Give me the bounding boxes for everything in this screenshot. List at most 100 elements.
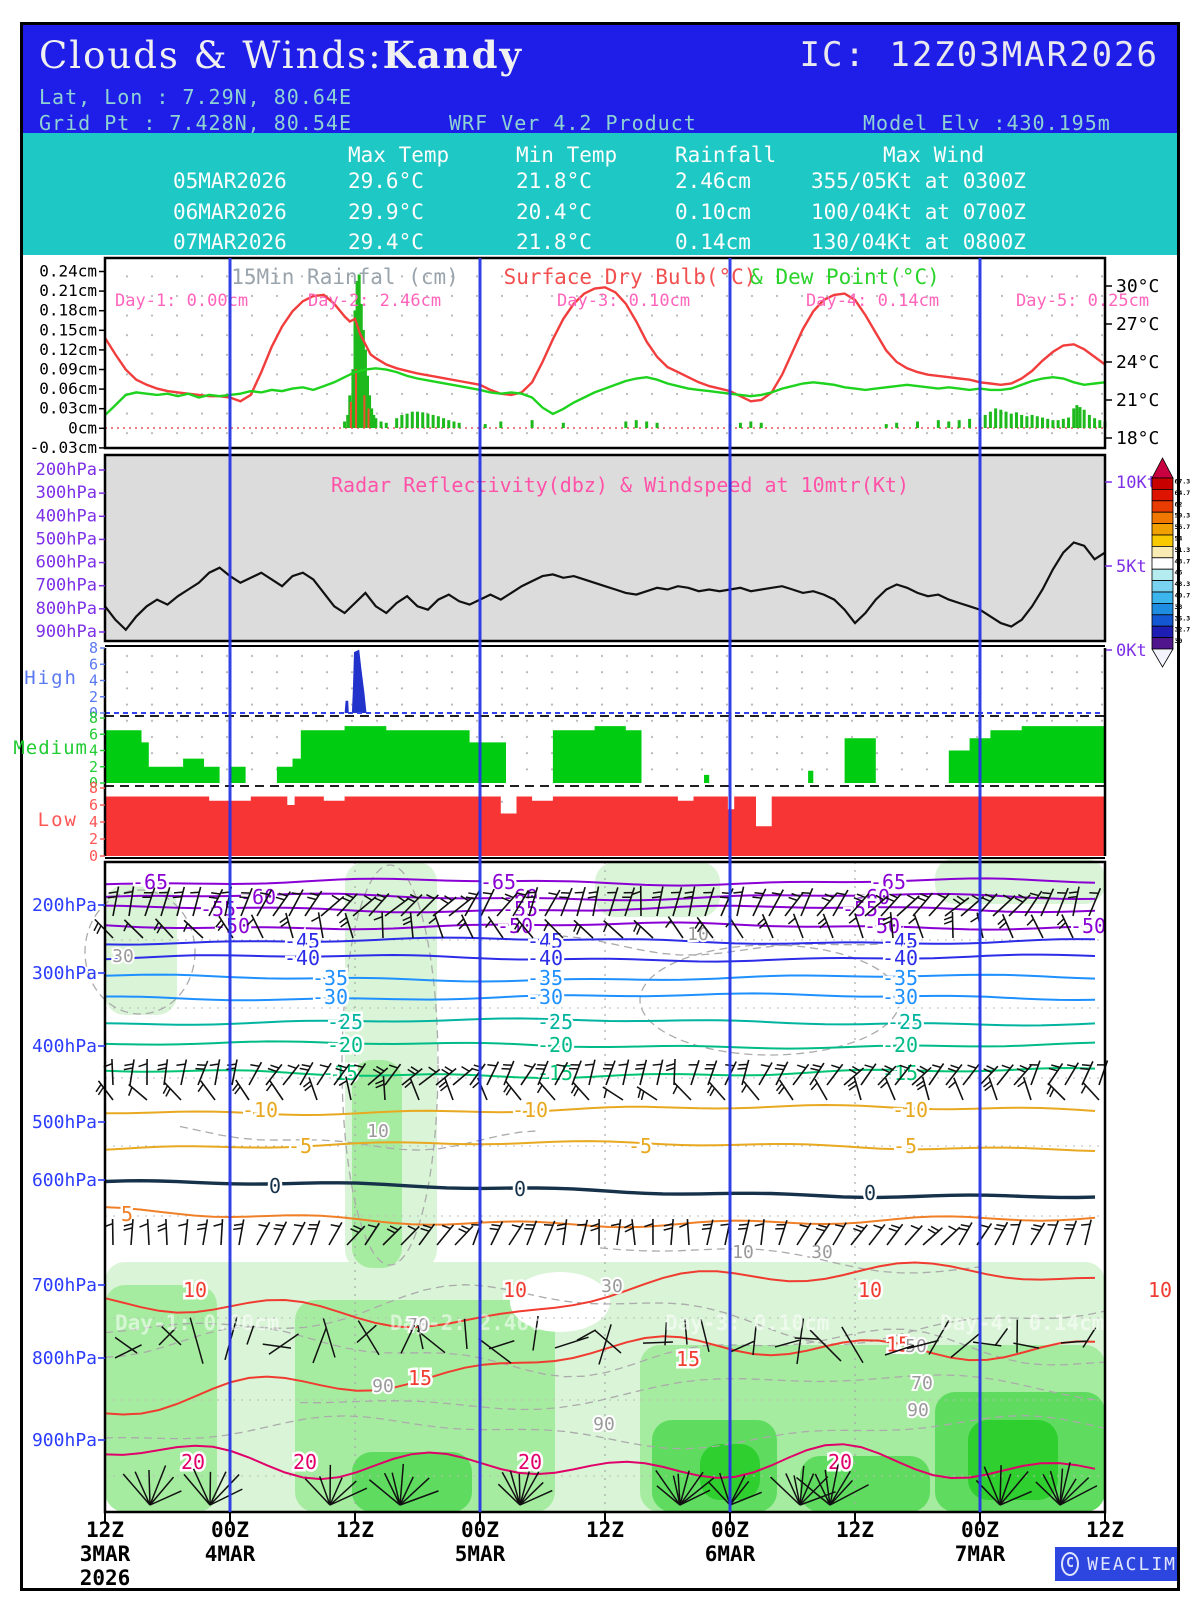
svg-text:43.3: 43.3: [1175, 580, 1191, 588]
svg-text:10: 10: [687, 924, 709, 945]
svg-text:10: 10: [732, 1242, 754, 1263]
svg-text:800hPa: 800hPa: [32, 1348, 97, 1369]
svg-text:00Z: 00Z: [211, 1518, 249, 1542]
svg-text:0: 0: [864, 1181, 876, 1205]
svg-text:-45: -45: [284, 929, 320, 953]
svg-text:300hPa: 300hPa: [32, 963, 97, 984]
svg-text:-55: -55: [842, 897, 878, 921]
svg-text:-10: -10: [512, 1098, 548, 1122]
table-cell: 29.6°C: [348, 169, 424, 193]
svg-text:10: 10: [503, 1278, 527, 1302]
svg-text:30: 30: [811, 1242, 833, 1263]
svg-text:800hPa: 800hPa: [36, 599, 97, 619]
svg-text:24°C: 24°C: [1116, 352, 1159, 373]
svg-text:-20: -20: [537, 1033, 573, 1057]
svg-text:0: 0: [514, 1177, 526, 1201]
svg-text:10: 10: [183, 1278, 207, 1302]
svg-text:200hPa: 200hPa: [36, 460, 97, 480]
svg-text:-5: -5: [628, 1134, 652, 1158]
svg-text:59.3: 59.3: [1175, 512, 1191, 520]
table-row-date: 06MAR2026: [173, 200, 287, 224]
svg-text:-5: -5: [893, 1134, 917, 1158]
svg-text:0.15cm: 0.15cm: [39, 320, 97, 339]
svg-text:0: 0: [89, 774, 98, 792]
svg-text:-40: -40: [284, 946, 320, 970]
dbz-colorbar: 67.3 64.7 62 59.3 56.7 54 51.3 48.7 46 43.3 40.7 38…: [1151, 457, 1191, 668]
svg-text:2026: 2026: [80, 1566, 131, 1590]
svg-text:-65: -65: [480, 870, 516, 894]
svg-text:6: 6: [89, 655, 98, 673]
svg-text:0.18cm: 0.18cm: [39, 301, 97, 320]
table-cell: 21.8°C: [516, 169, 592, 193]
svg-text:56.7: 56.7: [1175, 523, 1191, 531]
table-row-date: 05MAR2026: [173, 169, 287, 193]
svg-text:Day-1: 0.00cm: Day-1: 0.00cm: [115, 291, 248, 311]
svg-text:46: 46: [1175, 569, 1183, 577]
svg-text:35.3: 35.3: [1175, 614, 1191, 622]
table-cell: 130/04Kt at 0800Z: [811, 230, 1026, 254]
svg-text:32.7: 32.7: [1175, 626, 1191, 634]
radar-wind-panel: Radar Reflectivity(dbz) & Windspeed at 1…: [36, 453, 1157, 661]
header: Clouds & Winds:Kandy IC: 12Z03MAR2026 La…: [23, 25, 1177, 135]
svg-text:2: 2: [89, 830, 98, 848]
svg-text:0cm: 0cm: [68, 418, 97, 437]
svg-text:70: 70: [911, 1373, 933, 1394]
svg-text:-50: -50: [1070, 914, 1106, 938]
svg-text:600hPa: 600hPa: [32, 1170, 97, 1191]
svg-text:4: 4: [89, 672, 98, 690]
svg-text:4MAR: 4MAR: [205, 1542, 256, 1566]
page-title: Clouds & Winds:Kandy: [39, 33, 523, 77]
table-cell: 20.4°C: [516, 200, 592, 224]
svg-text:5: 5: [121, 1202, 133, 1226]
svg-text:0.03cm: 0.03cm: [39, 399, 97, 418]
svg-text:Day-4: 0.14cm: Day-4: 0.14cm: [806, 291, 939, 311]
table-row-date: 07MAR2026: [173, 230, 287, 254]
svg-text:20: 20: [828, 1450, 852, 1474]
svg-text:6MAR: 6MAR: [705, 1542, 756, 1566]
svg-text:0: 0: [89, 704, 98, 722]
svg-text:700hPa: 700hPa: [32, 1275, 97, 1296]
svg-text:64.7: 64.7: [1175, 489, 1191, 497]
svg-text:4: 4: [89, 742, 98, 760]
svg-text:-35: -35: [312, 966, 348, 990]
svg-text:67.3: 67.3: [1175, 478, 1191, 486]
svg-text:900hPa: 900hPa: [32, 1430, 97, 1451]
weaclim-logo: C WEACLIM: [1055, 1547, 1177, 1581]
svg-text:Day-4: 0.14cm: Day-4: 0.14cm: [940, 1311, 1104, 1335]
svg-text:-40: -40: [527, 946, 563, 970]
page-border: [20, 22, 1180, 1591]
svg-text:600hPa: 600hPa: [36, 553, 97, 573]
svg-text:6: 6: [89, 725, 98, 743]
svg-text:30: 30: [601, 1276, 623, 1297]
svg-text:-30: -30: [882, 985, 918, 1009]
table-cell: 2.46cm: [675, 169, 751, 193]
col-header-max-wind: Max Wind: [883, 143, 985, 167]
vertical-section-panel: -65 -65 -65-60 -60 -60-55 -55 -55-50 -50 -50 -50-…: [32, 858, 1175, 1514]
svg-text:400hPa: 400hPa: [36, 506, 97, 526]
svg-text:5MAR: 5MAR: [455, 1542, 506, 1566]
svg-text:21°C: 21°C: [1116, 390, 1159, 411]
svg-text:40.7: 40.7: [1175, 592, 1191, 600]
svg-text:10: 10: [1148, 1278, 1172, 1302]
svg-text:12Z: 12Z: [336, 1518, 374, 1542]
svg-text:15Min Rainfal (cm): 15Min Rainfal (cm): [231, 265, 459, 289]
svg-text:12Z: 12Z: [1086, 1518, 1124, 1542]
svg-text:12Z: 12Z: [586, 1518, 624, 1542]
table-cell: 355/05Kt at 0300Z: [811, 169, 1026, 193]
svg-text:2: 2: [89, 758, 98, 776]
svg-text:51.3: 51.3: [1175, 546, 1191, 554]
svg-text:-10: -10: [892, 1098, 928, 1122]
lat-lon-label: Lat, Lon : 7.29N, 80.64E: [39, 85, 352, 109]
svg-text:0.06cm: 0.06cm: [39, 379, 97, 398]
svg-text:Day-3: 0.10cm: Day-3: 0.10cm: [665, 1311, 829, 1335]
svg-text:Medium: Medium: [13, 737, 88, 759]
svg-text:Day-2: 2.46cm: Day-2: 2.46cm: [390, 1311, 554, 1335]
table-cell: 21.8°C: [516, 230, 592, 254]
svg-text:20: 20: [181, 1450, 205, 1474]
svg-text:-30: -30: [527, 985, 563, 1009]
svg-text:-25: -25: [887, 1010, 923, 1034]
svg-text:00Z: 00Z: [461, 1518, 499, 1542]
svg-text:300hPa: 300hPa: [36, 483, 97, 503]
